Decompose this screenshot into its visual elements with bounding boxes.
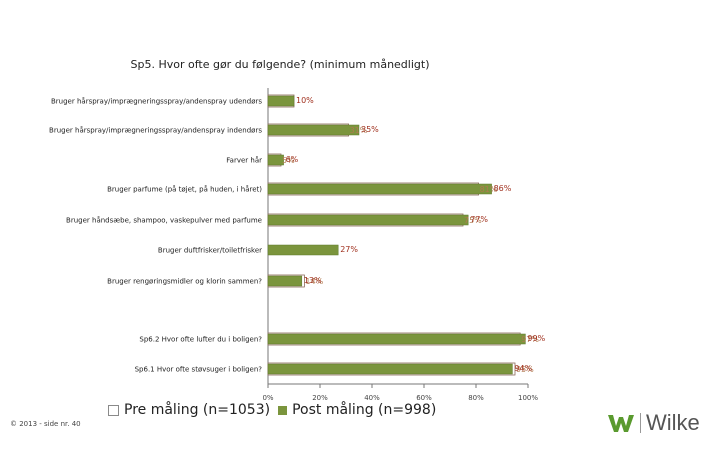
legend: Pre måling (n=1053) Post måling (n=998) [108, 402, 436, 418]
data-label-post: 94% [514, 364, 532, 373]
category-label: Bruger hårspray/imprægneringsspray/anden… [51, 97, 262, 106]
bar-post [267, 333, 526, 345]
data-label-pre: 75% [464, 216, 482, 225]
data-label-post: 99% [527, 334, 545, 343]
data-label-post: 35% [361, 125, 379, 134]
bar-post [267, 154, 284, 166]
data-label-pre: 97% [521, 335, 539, 344]
category-label: Bruger duftfrisker/toiletfrisker [158, 247, 262, 255]
category-label: Bruger hårspray/imprægneringsspray/anden… [49, 126, 262, 135]
bar-post [267, 275, 303, 287]
data-label-post: 27% [340, 245, 358, 254]
wilke-logo: Wilke [608, 410, 700, 436]
bar-post [267, 183, 492, 195]
data-label-pre: 14% [305, 277, 323, 286]
legend-label-pre: Pre måling (n=1053) [124, 402, 271, 418]
data-label-pre: 31% [350, 126, 368, 135]
x-tick-label: 40% [364, 394, 380, 402]
legend-swatch-post [278, 405, 288, 415]
legend-item-pre: Pre måling (n=1053) [108, 402, 270, 418]
legend-label-post: Post måling (n=998) [292, 402, 437, 418]
chart-title: Sp5. Hvor ofte gør du følgende? (minimum… [130, 58, 430, 71]
bar-post [267, 244, 339, 256]
data-label-post: 77% [470, 215, 488, 224]
data-label-pre: 95% [516, 365, 534, 374]
data-label-post: 13% [304, 276, 322, 285]
data-label-post: 86% [494, 184, 512, 193]
category-label: Bruger håndsæbe, shampoo, vaskepulver me… [66, 216, 262, 225]
category-label: Bruger parfume (på tøjet, på huden, i hå… [107, 185, 262, 194]
bar-post [267, 363, 513, 375]
footer-page-number: © 2013 - side nr. 40 [10, 420, 81, 428]
x-tick-label: 60% [416, 394, 432, 402]
x-tick-label: 0% [262, 394, 273, 402]
logo-divider [640, 413, 641, 433]
x-tick-label: 20% [312, 394, 328, 402]
category-label: Sp6.1 Hvor ofte støvsuger i boligen? [135, 366, 263, 374]
legend-swatch-pre [108, 404, 119, 416]
bar-post [267, 95, 295, 107]
data-label-pre: 5% [282, 156, 295, 165]
bar-post [267, 214, 469, 226]
logo-text: Wilke [646, 410, 700, 435]
category-label: Bruger rengøringsmidler og klorin sammen… [107, 278, 262, 286]
data-label-post: 10% [296, 96, 314, 105]
logo-w-icon [608, 415, 634, 432]
x-tick-label: 100% [518, 394, 538, 402]
data-label-post: 6% [286, 155, 299, 164]
data-label-pre: 81% [480, 185, 498, 194]
legend-item-post: Post måling (n=998) [278, 402, 436, 418]
bar-post [267, 124, 360, 136]
category-label: Sp6.2 Hvor ofte lufter du i boligen? [139, 336, 262, 344]
category-label: Farver hår [226, 156, 262, 165]
x-tick-label: 80% [468, 394, 484, 402]
